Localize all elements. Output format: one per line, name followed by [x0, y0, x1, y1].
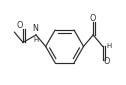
Text: O: O — [104, 57, 110, 66]
Text: H: H — [107, 43, 112, 49]
Text: O: O — [90, 14, 96, 23]
Text: O: O — [17, 21, 23, 30]
Text: H: H — [33, 37, 38, 43]
Text: N: N — [33, 24, 39, 33]
